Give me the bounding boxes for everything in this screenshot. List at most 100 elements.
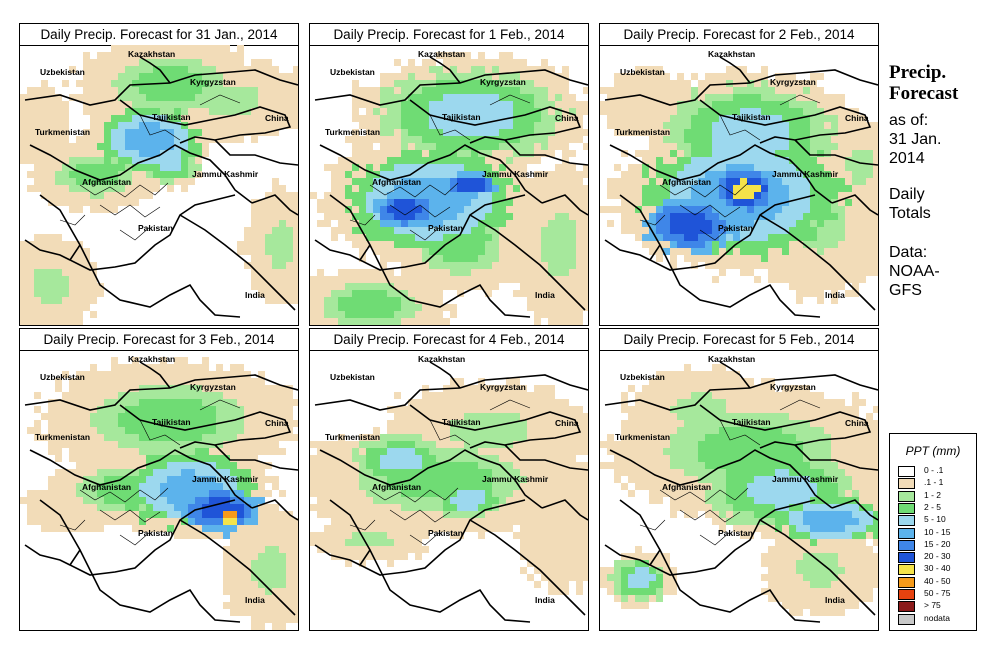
precip-cell [48, 122, 55, 129]
precip-cell [583, 164, 588, 171]
precip-cell [873, 185, 878, 192]
precip-cell [768, 276, 775, 283]
precip-cell [471, 213, 478, 220]
precip-cell [69, 192, 76, 199]
precip-cell [457, 248, 464, 255]
precip-cell [649, 66, 656, 73]
precip-cell [499, 434, 506, 441]
precip-cell [244, 101, 251, 108]
precip-cell [230, 129, 237, 136]
precip-cell [628, 164, 635, 171]
precip-cell [705, 171, 712, 178]
precip-cell [485, 434, 492, 441]
precip-cell [401, 129, 408, 136]
precip-cell [422, 497, 429, 504]
precip-cell [719, 157, 726, 164]
precip-cell [450, 441, 457, 448]
precip-cell [789, 283, 796, 290]
country-border [794, 139, 878, 166]
precip-cell [478, 108, 485, 115]
precip-cell [670, 178, 677, 185]
precip-cell [258, 420, 265, 427]
precip-cell [555, 213, 562, 220]
precip-cell [69, 248, 76, 255]
precip-cell [775, 171, 782, 178]
precip-cell [422, 297, 429, 304]
precip-cell [366, 476, 373, 483]
precip-cell [387, 122, 394, 129]
precip-cell [513, 255, 520, 262]
precip-cell [499, 59, 506, 66]
precip-cell [387, 94, 394, 101]
precip-cell [562, 115, 569, 122]
precip-cell [506, 101, 513, 108]
precip-cell [527, 490, 534, 497]
precip-cell [670, 115, 677, 122]
precip-cell [583, 241, 588, 248]
precip-cell [506, 511, 513, 518]
precip-cell [691, 129, 698, 136]
precip-cell [684, 80, 691, 87]
precip-cell [464, 185, 471, 192]
precip-cell [373, 87, 380, 94]
precip-cell [824, 157, 831, 164]
precip-cell [160, 357, 167, 364]
precip-cell [62, 490, 69, 497]
precip-cell [265, 553, 272, 560]
precip-cell [635, 150, 642, 157]
precip-cell [237, 80, 244, 87]
precip-cell [408, 434, 415, 441]
precip-cell [562, 157, 569, 164]
precip-cell [569, 276, 576, 283]
precip-cell [104, 469, 111, 476]
precip-cell [373, 157, 380, 164]
precip-cell [569, 497, 576, 504]
precip-cell [286, 220, 293, 227]
precip-cell [97, 129, 104, 136]
precip-cell [97, 192, 104, 199]
precip-cell [139, 136, 146, 143]
precip-cell [838, 143, 845, 150]
precip-cell [160, 178, 167, 185]
precip-cell [443, 476, 450, 483]
precip-cell [20, 311, 27, 318]
precip-cell [873, 206, 878, 213]
precip-cell [104, 59, 111, 66]
precip-cell [485, 66, 492, 73]
precip-cell [747, 87, 754, 94]
precip-cell [831, 115, 838, 122]
precip-cell [132, 136, 139, 143]
precip-cell [548, 518, 555, 525]
precip-cell [27, 490, 34, 497]
precip-cell [188, 80, 195, 87]
precip-cell [195, 525, 202, 532]
precip-cell [104, 462, 111, 469]
precip-cell [726, 234, 733, 241]
precip-cell [621, 171, 628, 178]
precip-cell [139, 52, 146, 59]
precip-cell [111, 511, 118, 518]
precip-cell [244, 241, 251, 248]
precip-cell [153, 129, 160, 136]
precip-cell [408, 227, 415, 234]
precip-cell [237, 371, 244, 378]
precip-cell [27, 427, 34, 434]
precip-cell [429, 80, 436, 87]
precip-cell [401, 283, 408, 290]
precip-cell [265, 227, 272, 234]
precip-cell [293, 567, 298, 574]
precip-cell [251, 248, 258, 255]
precip-cell [852, 143, 859, 150]
precip-cell [534, 73, 541, 80]
precip-cell [408, 427, 415, 434]
precip-cell [436, 420, 443, 427]
precip-cell [359, 304, 366, 311]
precip-cell [34, 434, 41, 441]
precip-cell [810, 276, 817, 283]
precip-cell [146, 45, 153, 52]
precip-cell [642, 73, 649, 80]
precip-cell [527, 518, 534, 525]
precip-cell [408, 311, 415, 318]
precip-cell [244, 539, 251, 546]
precip-cell [768, 227, 775, 234]
